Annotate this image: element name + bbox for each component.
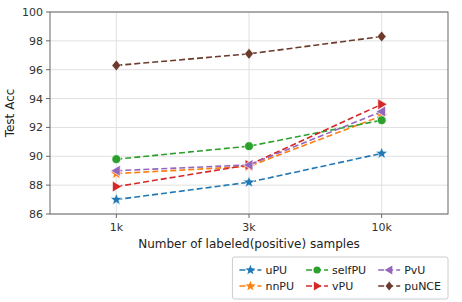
legend-item: vPU (306, 280, 353, 293)
legend-label: PvU (404, 264, 425, 277)
legend-label: selfPU (332, 264, 366, 277)
x-axis-label: Number of labeled(positive) samples (138, 237, 360, 251)
x-tick (249, 214, 250, 218)
plot-data (110, 31, 387, 205)
point-marker (244, 159, 253, 170)
legend-marker (245, 281, 255, 290)
legend-frame (232, 257, 448, 299)
legend-label: puNCE (404, 280, 441, 293)
y-tick-label: 98 (29, 35, 43, 48)
point-marker (376, 147, 388, 158)
point-marker (377, 31, 386, 42)
y-tick-label: 94 (29, 93, 43, 106)
legend-marker (385, 266, 393, 275)
grid (50, 12, 448, 214)
legend: uPU nnPU selfPU vPU PvU puNCE (232, 257, 448, 299)
x-tick-label: 1k (110, 221, 124, 234)
point-marker (243, 176, 255, 187)
y-tick (46, 98, 50, 99)
y-tick-label: 100 (22, 6, 43, 19)
point-marker (112, 60, 121, 71)
legend-marker (386, 282, 393, 291)
point-marker (377, 116, 386, 125)
y-tick (46, 69, 50, 70)
x-tick-label: 10k (371, 221, 392, 234)
x-tick (381, 214, 382, 218)
legend-label: uPU (265, 264, 287, 277)
y-tick (46, 127, 50, 128)
legend-item: nnPU (239, 280, 294, 293)
series-line (116, 116, 381, 174)
point-marker (245, 48, 254, 59)
series-line (116, 120, 381, 159)
point-marker (111, 165, 120, 176)
legend-label: nnPU (265, 280, 294, 293)
series-line (116, 104, 381, 186)
series-line (116, 112, 381, 171)
legend-marker (314, 282, 322, 291)
point-marker (112, 155, 121, 164)
x-tick-label: 3k (242, 221, 256, 234)
y-tick (46, 214, 50, 215)
legend-item: puNCE (378, 280, 441, 293)
y-tick-label: 92 (29, 121, 43, 134)
legend-marker (245, 265, 255, 274)
plot-frame (50, 12, 448, 214)
legend-marker (313, 266, 320, 273)
point-marker (110, 193, 122, 204)
series-line (116, 37, 381, 66)
point-marker (243, 160, 255, 171)
y-tick (46, 156, 50, 157)
y-tick-label: 90 (29, 150, 43, 163)
point-marker (376, 106, 385, 117)
y-tick-label: 96 (29, 64, 43, 77)
y-tick (46, 12, 50, 13)
legend-item: uPU (239, 264, 287, 277)
y-axis-label: Test Acc (3, 89, 17, 139)
y-tick (46, 185, 50, 186)
series-line (116, 153, 381, 199)
legend-label: vPU (332, 280, 353, 293)
y-tick-label: 88 (29, 179, 43, 192)
y-tick-label: 86 (29, 208, 43, 221)
legend-item: selfPU (306, 264, 366, 277)
y-tick (46, 40, 50, 41)
legend-item: PvU (378, 264, 425, 277)
x-tick (116, 214, 117, 218)
point-marker (112, 181, 121, 192)
point-marker (245, 142, 254, 151)
